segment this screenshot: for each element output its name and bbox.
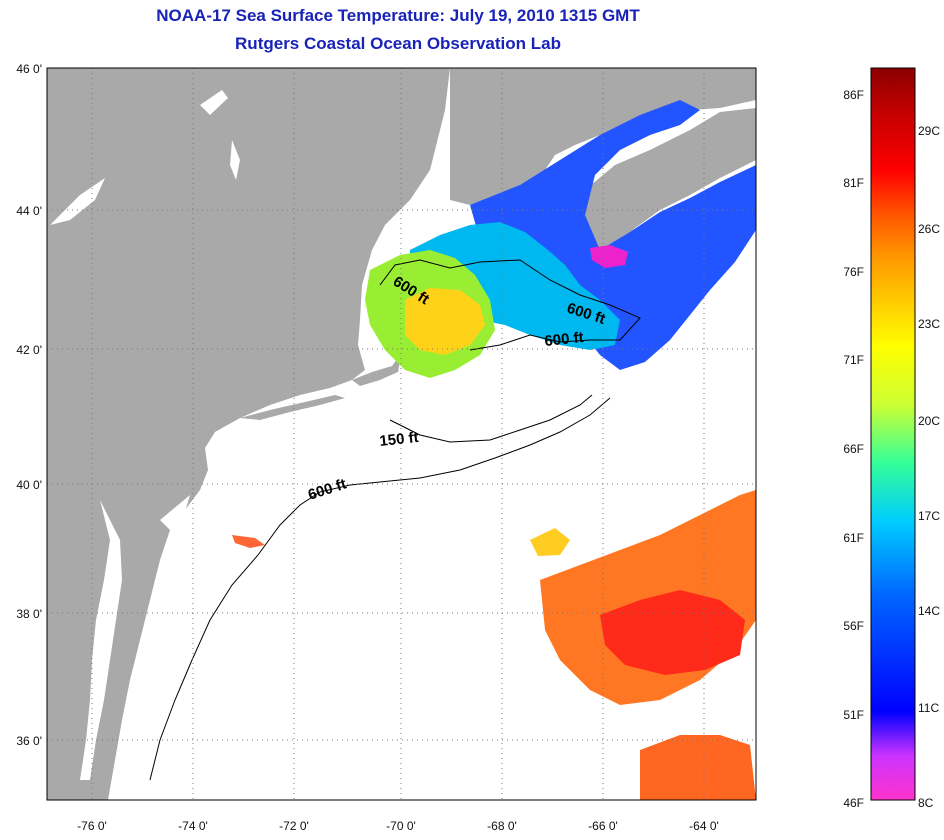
contour-label: 600 ft <box>544 329 585 350</box>
lon-label: -68 0' <box>487 819 517 833</box>
lon-label: -74 0' <box>178 819 208 833</box>
grid-lines <box>47 68 756 800</box>
lat-label: 36 0' <box>16 734 42 748</box>
map-title: NOAA-17 Sea Surface Temperature: July 19… <box>156 6 640 25</box>
sst-yellow-patch <box>405 288 485 355</box>
lake <box>50 178 105 225</box>
contour-600ft-shelf <box>149 397 611 781</box>
contour-label: 150 ft <box>379 429 420 450</box>
map-frame <box>46 67 757 801</box>
chesapeake-bay <box>80 500 122 780</box>
sst-magenta-patch <box>590 245 628 268</box>
lat-label: 46 0' <box>16 62 42 76</box>
lon-label: -64 0' <box>689 819 719 833</box>
delaware-bay <box>160 495 190 530</box>
lat-label: 44 0' <box>16 204 42 218</box>
lat-label: 42 0' <box>16 343 42 357</box>
land-long-island <box>240 395 345 420</box>
contour-600ft-gulf <box>379 259 641 351</box>
longitude-labels: -76 0' -74 0' -72 0' -70 0' -68 0' -66 0… <box>77 819 719 833</box>
lat-label: 40 0' <box>16 478 42 492</box>
lon-label: -72 0' <box>279 819 309 833</box>
map-subtitle: Rutgers Coastal Ocean Observation Lab <box>235 34 561 53</box>
lon-label: -70 0' <box>386 819 416 833</box>
lon-label: -76 0' <box>77 819 107 833</box>
latitude-labels: 46 0' 44 0' 42 0' 40 0' 38 0' 36 0' <box>16 62 42 748</box>
sst-gulf-stream-red <box>600 590 745 675</box>
sst-cold-patch <box>470 100 756 370</box>
lat-label: 38 0' <box>16 607 42 621</box>
contour-150ft <box>389 394 593 443</box>
sst-south-orange <box>640 735 756 800</box>
land-cape-cod <box>352 352 402 386</box>
land-nova-scotia <box>560 108 756 255</box>
lon-label: -66 0' <box>588 819 618 833</box>
lake <box>230 140 240 180</box>
sst-yellow-filament <box>530 528 570 556</box>
lake <box>200 90 228 115</box>
sst-small-orange <box>232 535 265 548</box>
land-mainland <box>47 68 450 800</box>
